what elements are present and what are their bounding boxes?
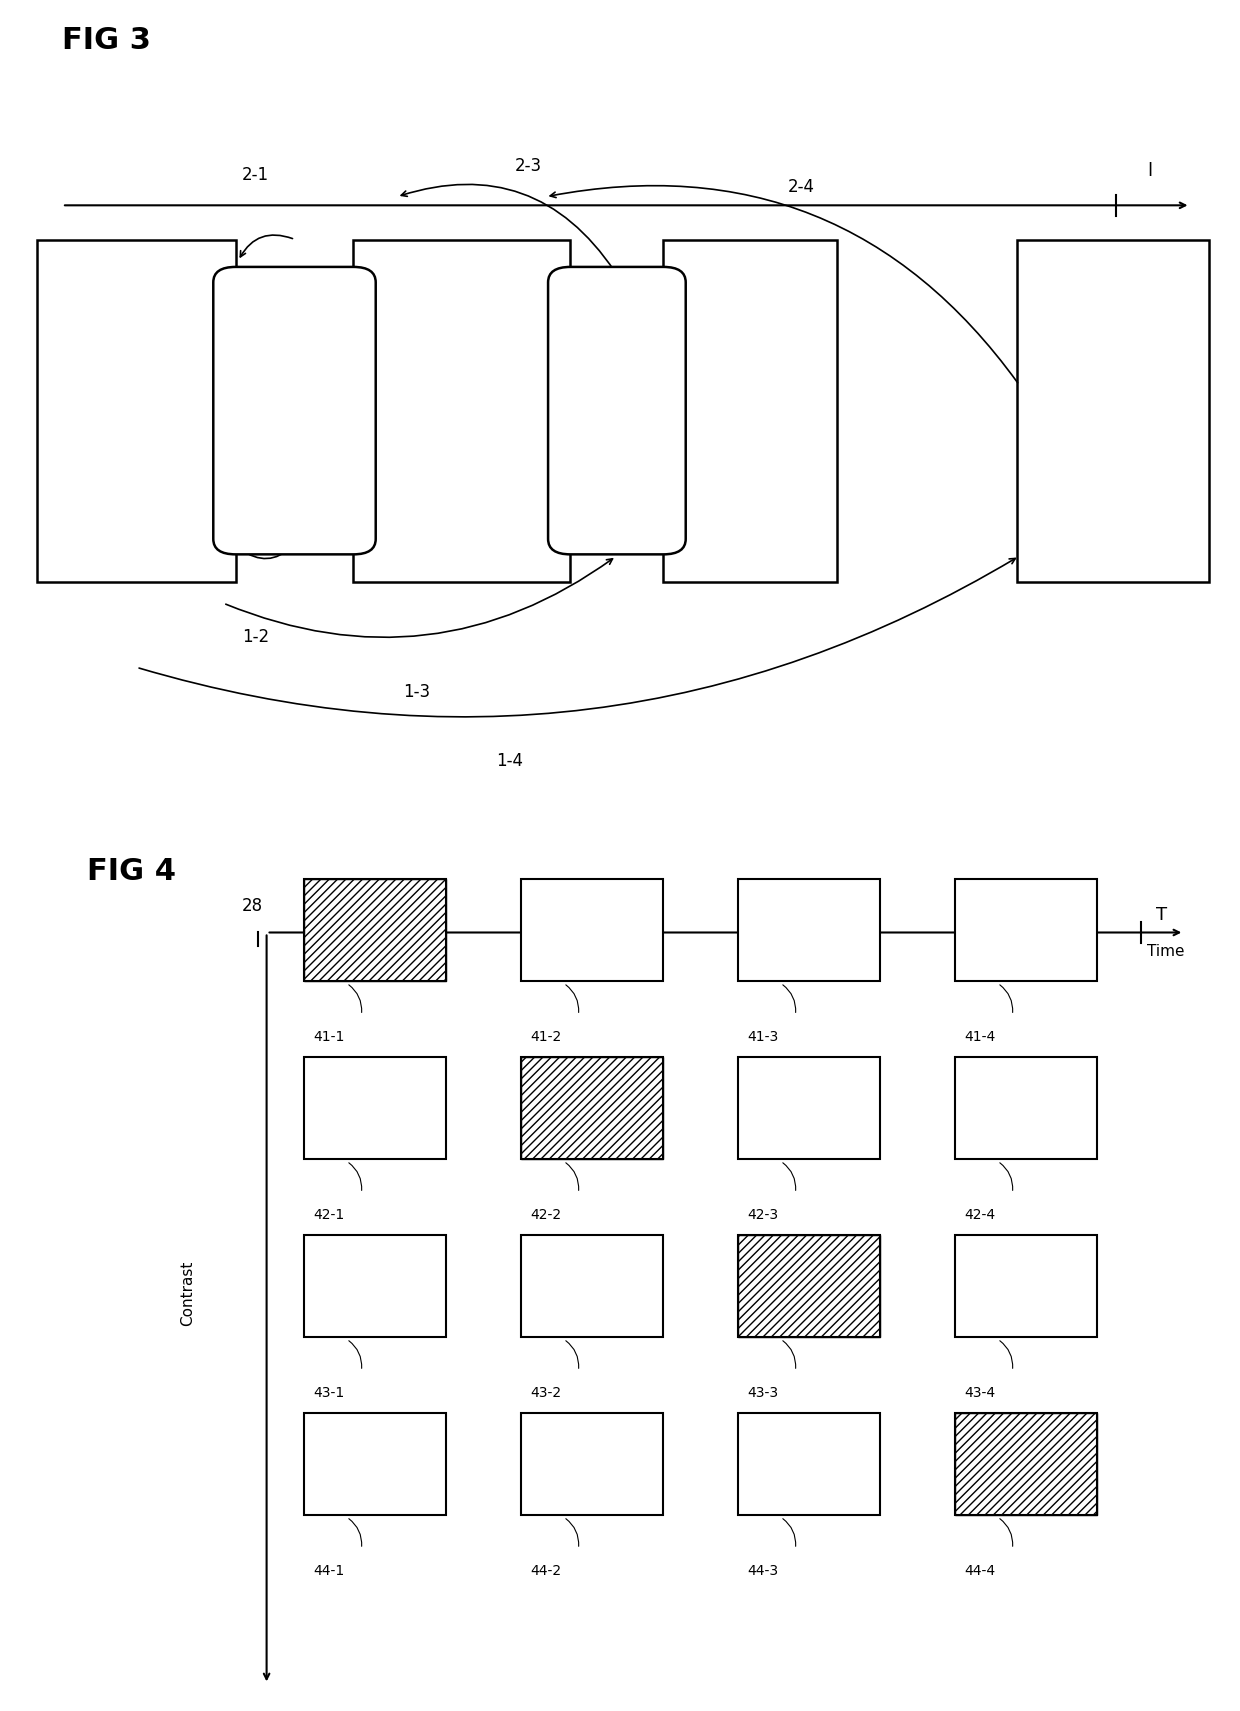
Text: 41-2: 41-2 <box>531 1030 562 1044</box>
Text: 2-1: 2-1 <box>242 166 269 183</box>
Text: 2-3: 2-3 <box>515 157 542 175</box>
Text: 41-4: 41-4 <box>965 1030 996 1044</box>
FancyBboxPatch shape <box>548 267 686 554</box>
Text: 44-4: 44-4 <box>965 1564 996 1578</box>
Bar <box>955 1413 1097 1516</box>
Bar <box>663 240 837 582</box>
Text: 44-1: 44-1 <box>314 1564 345 1578</box>
Text: 2-4: 2-4 <box>787 178 815 197</box>
Text: 1-2: 1-2 <box>242 628 269 645</box>
Text: 44-2: 44-2 <box>531 1564 562 1578</box>
Text: 42-1: 42-1 <box>314 1208 345 1222</box>
Bar <box>37 240 236 582</box>
Text: 42-4: 42-4 <box>965 1208 996 1222</box>
Text: Time: Time <box>1147 944 1184 960</box>
Bar <box>738 1057 880 1160</box>
Bar <box>304 1413 446 1516</box>
Text: Contrast: Contrast <box>180 1259 195 1326</box>
Bar <box>738 1235 880 1338</box>
Bar <box>521 1057 663 1160</box>
Text: 43-1: 43-1 <box>314 1386 345 1400</box>
Bar <box>304 1057 446 1160</box>
Text: 44-3: 44-3 <box>748 1564 779 1578</box>
Bar <box>521 1057 663 1160</box>
Text: l: l <box>1147 163 1152 180</box>
Text: FIG 3: FIG 3 <box>62 26 151 55</box>
Text: FIG 4: FIG 4 <box>87 857 176 886</box>
Text: 1-3: 1-3 <box>403 683 430 702</box>
Bar <box>521 1235 663 1338</box>
Bar <box>1017 240 1209 582</box>
FancyBboxPatch shape <box>213 267 376 554</box>
Text: 42-2: 42-2 <box>531 1208 562 1222</box>
Text: 28: 28 <box>242 897 263 915</box>
Bar <box>738 879 880 982</box>
Text: 41-1: 41-1 <box>314 1030 345 1044</box>
Bar <box>738 1235 880 1338</box>
Bar <box>955 1057 1097 1160</box>
Text: T: T <box>1156 905 1167 924</box>
Bar <box>955 1235 1097 1338</box>
Bar <box>738 1413 880 1516</box>
Bar <box>304 879 446 982</box>
Bar <box>304 1235 446 1338</box>
Bar <box>521 1413 663 1516</box>
Text: 41-3: 41-3 <box>748 1030 779 1044</box>
Text: 1-4: 1-4 <box>496 751 523 770</box>
Text: 43-4: 43-4 <box>965 1386 996 1400</box>
Bar <box>521 879 663 982</box>
Text: 42-3: 42-3 <box>748 1208 779 1222</box>
Bar <box>304 879 446 982</box>
Text: 43-2: 43-2 <box>531 1386 562 1400</box>
Bar <box>955 879 1097 982</box>
Text: 43-3: 43-3 <box>748 1386 779 1400</box>
Bar <box>955 1413 1097 1516</box>
Bar <box>353 240 570 582</box>
